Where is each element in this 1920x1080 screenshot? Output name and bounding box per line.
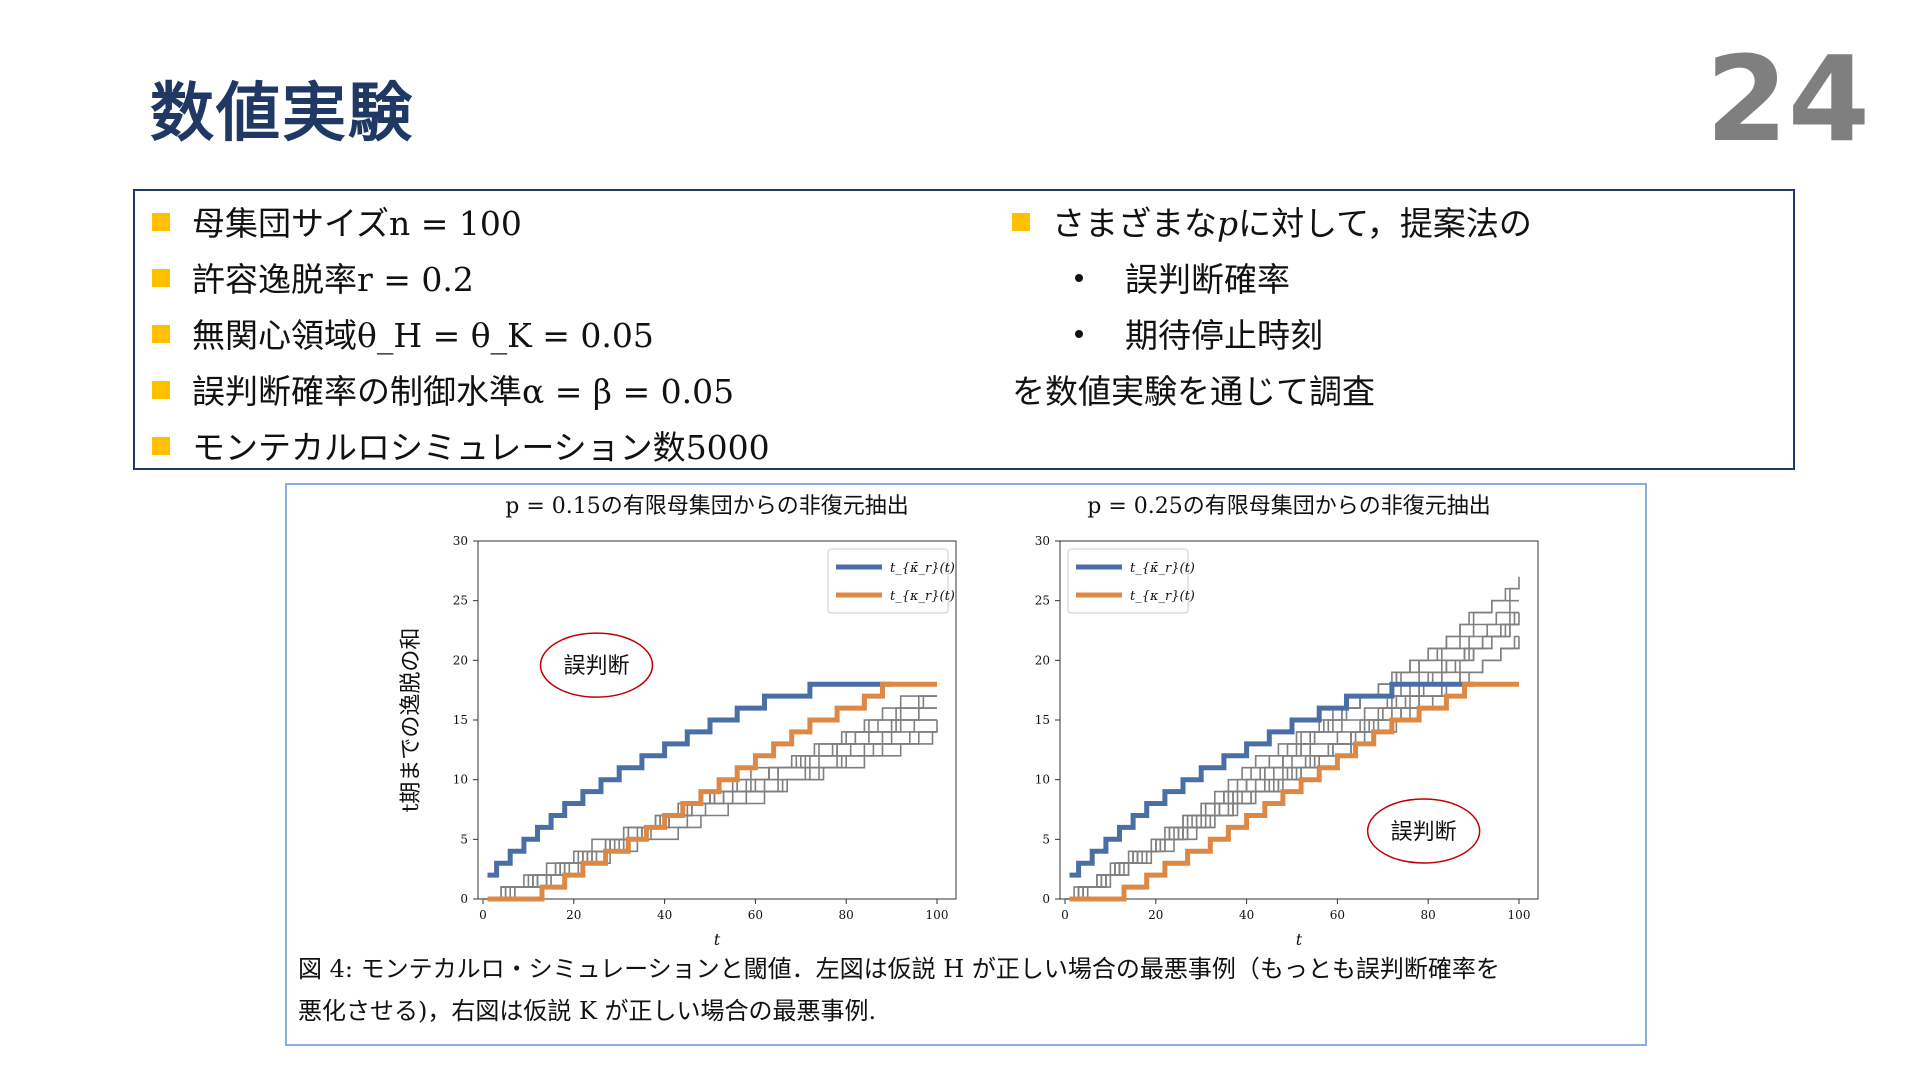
- dot-bullet-icon: [1075, 273, 1083, 282]
- x-tick-label: 40: [657, 908, 672, 922]
- x-tick-label: 0: [479, 908, 487, 922]
- x-tick-label: 80: [1421, 908, 1436, 922]
- condition-text: 誤判断確率の制御水準: [192, 372, 522, 411]
- slide-title: 数値実験: [150, 77, 414, 151]
- condition-item: 母集団サイズn = 100: [152, 196, 522, 252]
- y-tick-label: 30: [453, 534, 468, 548]
- x-tick-label: 20: [566, 908, 581, 922]
- y-tick-label: 0: [1042, 892, 1050, 906]
- annotation-ellipse: [1366, 798, 1481, 864]
- simulation-path: [483, 719, 937, 900]
- simulation-path: [483, 719, 937, 900]
- x-tick-label: 60: [748, 908, 763, 922]
- y-tick-label: 0: [460, 892, 468, 906]
- purpose-item-text: 期待停止時刻: [1125, 316, 1323, 355]
- y-tick-label: 25: [453, 594, 468, 608]
- purpose-lead-text: さまざまな: [1052, 204, 1217, 243]
- x-tick-label: 100: [926, 908, 949, 922]
- condition-item: 誤判断確率の制御水準α = β = 0.05: [152, 364, 734, 420]
- annotation-ellipse: [539, 632, 654, 698]
- condition-math: r = 0.2: [357, 260, 474, 299]
- purpose-tail: を数値実験を通じて調査: [1012, 372, 1375, 411]
- y-tick-label: 10: [453, 773, 468, 787]
- purpose-item: 期待停止時刻: [1075, 308, 1323, 364]
- square-bullet-icon: [152, 436, 170, 455]
- condition-text: 無関心領域: [192, 316, 357, 355]
- y-tick-label: 25: [1035, 594, 1050, 608]
- y-tick-label: 5: [460, 832, 468, 846]
- x-tick-label: 40: [1239, 908, 1254, 922]
- square-bullet-icon: [1012, 212, 1030, 231]
- upper-threshold-line: [487, 681, 892, 878]
- y-tick-label: 20: [453, 653, 468, 667]
- legend-label: t_{κ̄_r}(t): [890, 561, 955, 576]
- y-tick-label: 20: [1035, 653, 1050, 667]
- caption-line-1: 図 4: モンテカルロ・シミュレーションと閾値．左図は仮説 H が正しい場合の最…: [298, 955, 1500, 983]
- x-axis-label: t: [1296, 930, 1303, 949]
- annotation-label: 誤判断: [563, 654, 629, 679]
- simulation-path: [483, 731, 937, 900]
- figure-caption: 図 4: モンテカルロ・シミュレーションと閾値．左図は仮説 H が正しい場合の最…: [298, 948, 1638, 1032]
- condition-text: 母集団サイズ: [192, 204, 390, 243]
- purpose-lead-math: p: [1217, 204, 1239, 243]
- y-tick-label: 15: [453, 713, 468, 727]
- x-tick-label: 60: [1330, 908, 1345, 922]
- x-axis-label: t: [714, 930, 721, 949]
- chart-title: p = 0.25の有限母集団からの非復元抽出: [1087, 494, 1491, 519]
- square-bullet-icon: [152, 268, 170, 287]
- y-tick-label: 5: [1042, 832, 1050, 846]
- purpose-lead-text-post: に対して，提案法の: [1238, 204, 1532, 243]
- legend-label: t_{κ_r}(t): [890, 589, 955, 604]
- simulation-path: [483, 720, 938, 900]
- upper-threshold-line: [1069, 681, 1474, 878]
- square-bullet-icon: [152, 324, 170, 343]
- legend-label: t_{κ_r}(t): [1130, 589, 1195, 604]
- legend-label: t_{κ̄_r}(t): [1130, 561, 1195, 576]
- condition-item: 許容逸脱率r = 0.2: [152, 252, 474, 308]
- condition-math: θ_H = θ_K = 0.05: [357, 316, 654, 355]
- dot-bullet-icon: [1075, 329, 1083, 338]
- condition-math: n = 100: [389, 204, 522, 243]
- condition-math: 5000: [685, 428, 770, 467]
- y-tick-label: 15: [1035, 713, 1050, 727]
- condition-item: 無関心領域θ_H = θ_K = 0.05: [152, 308, 654, 364]
- purpose-item: 誤判断確率: [1075, 252, 1290, 308]
- x-tick-label: 20: [1148, 908, 1163, 922]
- page-number: 24: [1705, 30, 1870, 168]
- purpose-lead: さまざまなpに対して，提案法の: [1012, 196, 1532, 252]
- lower-threshold-line: [1069, 681, 1519, 902]
- conditions-box: [133, 189, 1795, 470]
- square-bullet-icon: [152, 212, 170, 231]
- lower-threshold-line: [487, 681, 937, 902]
- x-tick-label: 100: [1508, 908, 1531, 922]
- figure-frame: [285, 483, 1647, 1046]
- y-tick-label: 10: [1035, 773, 1050, 787]
- square-bullet-icon: [152, 380, 170, 399]
- simulation-path: [483, 695, 937, 900]
- chart-title: p = 0.15の有限母集団からの非復元抽出: [505, 494, 909, 519]
- condition-math: α = β = 0.05: [522, 372, 735, 411]
- x-tick-label: 80: [839, 908, 854, 922]
- purpose-item-text: 誤判断確率: [1125, 260, 1290, 299]
- caption-line-2: 悪化させる)，右図は仮説 K が正しい場合の最悪事例.: [298, 997, 877, 1025]
- condition-text: モンテカルロシミュレーション数: [192, 428, 686, 467]
- annotation-label: 誤判断: [1391, 820, 1457, 845]
- condition-text: 許容逸脱率: [192, 260, 357, 299]
- condition-item: モンテカルロシミュレーション数5000: [152, 420, 770, 476]
- y-axis-label: t期までの逸脱の和: [399, 628, 424, 813]
- y-tick-label: 30: [1035, 534, 1050, 548]
- simulation-path: [1065, 587, 1519, 900]
- x-tick-label: 0: [1061, 908, 1069, 922]
